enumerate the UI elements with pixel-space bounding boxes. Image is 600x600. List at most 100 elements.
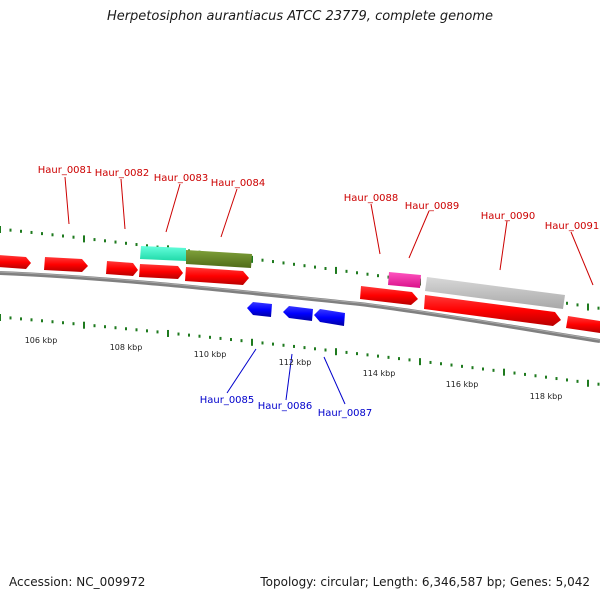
inner-tick xyxy=(209,335,211,339)
inner-tick xyxy=(398,357,400,361)
cds-forward-5[interactable] xyxy=(185,267,249,285)
outer-tick xyxy=(41,232,43,236)
inner-tick xyxy=(198,334,201,338)
reverse-callout-lines xyxy=(226,348,346,405)
callout-line-haur-0087 xyxy=(323,356,346,405)
outer-tick xyxy=(314,265,316,269)
kbp-label-108: 108 kbp xyxy=(110,343,143,352)
callout-line-haur-0083 xyxy=(165,183,181,233)
gene-label-haur-0081[interactable]: Haur_0081 xyxy=(38,165,93,176)
reverse-gene-labels: Haur_0085 Haur_0086 Haur_0087 xyxy=(200,395,373,419)
inner-tick xyxy=(335,348,337,356)
inner-tick xyxy=(492,368,495,372)
inner-tick xyxy=(188,333,190,337)
callout-line-haur-0090 xyxy=(499,220,508,271)
gene-label-haur-0086[interactable]: Haur_0086 xyxy=(258,401,313,412)
callout-line-haur-0084 xyxy=(220,188,238,238)
reverse-features xyxy=(247,302,345,326)
outer-tick xyxy=(135,243,138,247)
outer-tick xyxy=(62,234,64,238)
inner-tick xyxy=(366,353,369,357)
forward-callout-lines xyxy=(64,176,594,286)
inner-tick xyxy=(93,324,96,328)
gene-label-haur-0089[interactable]: Haur_0089 xyxy=(405,201,460,212)
outer-tick xyxy=(114,240,117,244)
inner-tick xyxy=(230,338,232,342)
inner-tick xyxy=(9,316,12,320)
gene-label-haur-0083[interactable]: Haur_0083 xyxy=(154,173,209,184)
inner-tick xyxy=(156,330,159,334)
gene-label-haur-0084[interactable]: Haur_0084 xyxy=(211,178,266,189)
gene-label-haur-0088[interactable]: Haur_0088 xyxy=(344,193,399,204)
kbp-label-112: 112 kbp xyxy=(279,358,312,367)
magenta-feature[interactable] xyxy=(388,272,421,288)
inner-tick-marks xyxy=(0,314,600,387)
outer-tick xyxy=(377,274,379,278)
gene-label-haur-0082[interactable]: Haur_0082 xyxy=(95,168,150,179)
olive-feature[interactable] xyxy=(186,250,252,268)
inner-tick xyxy=(51,320,54,324)
cds-reverse-3[interactable] xyxy=(314,309,345,326)
gene-label-haur-0087[interactable]: Haur_0087 xyxy=(318,408,373,419)
inner-tick xyxy=(440,362,442,366)
inner-tick xyxy=(72,322,75,326)
gene-label-haur-0085[interactable]: Haur_0085 xyxy=(200,395,255,406)
callout-line-haur-0091 xyxy=(570,231,594,286)
inner-tick xyxy=(261,341,264,345)
inner-tick xyxy=(251,338,253,346)
map-title: Herpetosiphon aurantiacus ATCC 23779, co… xyxy=(106,9,494,24)
inner-tick xyxy=(41,319,43,323)
outer-tick xyxy=(20,229,22,233)
cds-forward-1[interactable] xyxy=(0,255,31,269)
cds-forward-3[interactable] xyxy=(106,261,138,276)
gray-feature[interactable] xyxy=(425,277,565,309)
outer-tick xyxy=(146,244,148,248)
teal-feature[interactable] xyxy=(140,246,186,261)
outer-tick xyxy=(104,239,106,243)
inner-tick xyxy=(377,354,379,358)
kbp-labels: 106 kbp 108 kbp 110 kbp 112 kbp 114 kbp … xyxy=(25,336,563,401)
genome-summary-text: Topology: circular; Length: 6,346,587 bp… xyxy=(260,575,590,589)
inner-tick xyxy=(83,321,85,329)
inner-tick xyxy=(135,328,138,332)
inner-tick xyxy=(576,379,579,383)
outer-tick xyxy=(597,306,600,310)
accession-text: Accession: NC_009972 xyxy=(9,575,146,589)
outer-tick xyxy=(51,233,54,237)
outer-tick xyxy=(93,238,96,242)
outer-tick xyxy=(387,275,390,279)
inner-tick xyxy=(146,329,148,333)
inner-tick xyxy=(114,326,117,330)
inner-tick xyxy=(545,375,547,379)
forward-gene-labels: Haur_0081 Haur_0082 Haur_0083 Haur_0084 … xyxy=(38,165,600,232)
cds-reverse-2[interactable] xyxy=(283,306,313,321)
cds-forward-8[interactable] xyxy=(566,316,600,333)
gene-label-haur-0090[interactable]: Haur_0090 xyxy=(481,211,536,222)
cds-reverse-1[interactable] xyxy=(247,302,272,317)
outer-tick xyxy=(261,258,264,262)
cds-forward-7[interactable] xyxy=(424,295,561,326)
outer-tick xyxy=(272,260,274,264)
inner-tick xyxy=(167,329,169,337)
outer-tick xyxy=(72,235,75,239)
inner-tick xyxy=(293,344,295,348)
inner-tick xyxy=(566,378,568,382)
outer-tick xyxy=(566,301,568,305)
inner-tick xyxy=(461,364,463,368)
inner-tick xyxy=(62,321,64,325)
inner-tick xyxy=(419,358,421,366)
inner-tick xyxy=(30,318,33,322)
outer-tick xyxy=(576,303,579,307)
cds-forward-2[interactable] xyxy=(44,257,88,272)
inner-tick xyxy=(104,325,106,329)
inner-tick xyxy=(219,336,222,340)
cds-forward-6[interactable] xyxy=(360,286,418,305)
kbp-label-110: 110 kbp xyxy=(194,350,227,359)
cds-forward-4[interactable] xyxy=(139,264,183,279)
outer-tick xyxy=(303,264,306,268)
outer-tick xyxy=(366,272,369,276)
inner-tick xyxy=(534,374,537,378)
inner-tick xyxy=(524,372,526,376)
gene-label-haur-0091[interactable]: Haur_0091 xyxy=(545,221,600,232)
